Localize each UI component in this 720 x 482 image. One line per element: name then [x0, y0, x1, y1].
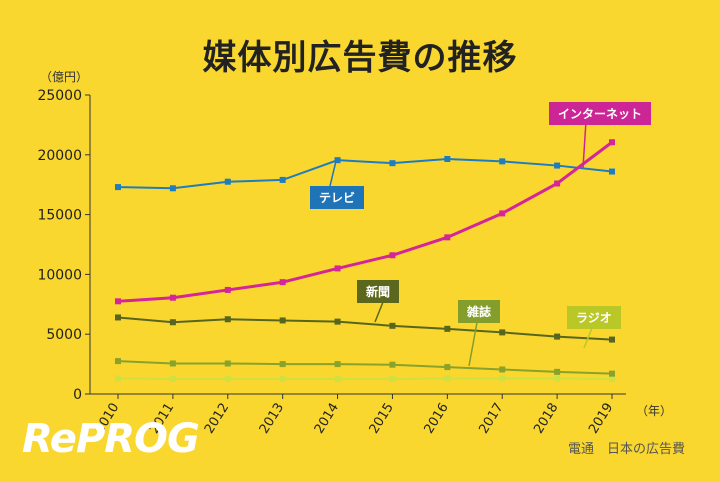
data-point: [609, 168, 615, 175]
data-point: [609, 336, 615, 343]
data-point: [554, 368, 561, 375]
data-point: [554, 180, 561, 187]
data-point: [444, 364, 451, 371]
x-tick-label: 2013: [257, 400, 287, 436]
data-point: [444, 375, 451, 382]
series-label-magazine: 雑誌: [458, 300, 501, 323]
data-point: [609, 370, 615, 377]
y-tick-label: 15000: [37, 208, 82, 224]
series-label-tv: テレビ: [310, 186, 365, 209]
x-axis-unit-label: （年）: [636, 404, 673, 418]
data-point: [224, 376, 231, 383]
series-label-pointer: [582, 120, 587, 169]
x-tick-label: 2012: [202, 400, 232, 436]
data-point: [609, 139, 615, 146]
data-point: [279, 176, 286, 183]
data-point: [169, 360, 176, 367]
data-point: [444, 155, 451, 162]
series-label-radio: ラジオ: [567, 306, 621, 329]
data-point: [224, 178, 231, 185]
data-point: [499, 375, 506, 382]
data-point: [334, 318, 341, 325]
data-point: [499, 158, 506, 165]
data-point: [334, 376, 341, 383]
data-point: [444, 325, 451, 332]
data-point: [499, 210, 506, 217]
data-point: [389, 361, 396, 368]
series-label-internet: インターネット: [549, 102, 652, 125]
data-point: [444, 234, 451, 241]
data-point: [554, 375, 561, 382]
data-point: [115, 375, 121, 382]
data-point: [115, 298, 121, 305]
x-tick-label: 2014: [312, 400, 342, 436]
x-tick-label: 2015: [367, 400, 397, 436]
series-line: [117, 316, 613, 341]
data-point: [279, 361, 286, 368]
data-point: [169, 185, 176, 192]
data-point: [389, 322, 396, 329]
series-line: [117, 360, 613, 375]
series-label-pointer: [329, 160, 337, 187]
data-point: [224, 360, 231, 367]
chart-title: 媒体別広告費の推移: [202, 38, 518, 78]
y-tick-label: 5000: [46, 327, 82, 343]
series-line: [117, 141, 613, 303]
data-point: [115, 358, 121, 365]
x-tick-label: 2018: [531, 400, 561, 436]
y-tick-label: 10000: [37, 267, 82, 283]
y-tick-label: 25000: [37, 88, 82, 104]
data-point: [279, 317, 286, 324]
data-point: [334, 265, 341, 272]
data-point: [334, 361, 341, 368]
data-point: [279, 376, 286, 383]
data-point: [115, 184, 121, 191]
y-axis-unit-label: （億円）: [40, 70, 89, 84]
series-label-newspaper: 新聞: [357, 280, 400, 303]
series-label-pointer: [468, 316, 479, 367]
reprog-logo: RePROG: [22, 416, 200, 462]
data-point: [609, 376, 615, 383]
series-line: [117, 157, 613, 190]
data-point: [115, 314, 121, 321]
data-point: [169, 376, 176, 383]
data-point: [499, 329, 506, 336]
data-point: [499, 366, 506, 373]
data-point: [554, 162, 561, 169]
x-tick-label: 2016: [422, 400, 452, 436]
data-point: [554, 333, 561, 340]
data-point: [169, 294, 176, 301]
source-note: 電通 日本の広告費: [568, 442, 686, 457]
data-point: [389, 160, 396, 167]
y-tick-label: 0: [73, 387, 82, 403]
data-point: [389, 252, 396, 259]
series-line: [117, 377, 613, 381]
data-point: [224, 286, 231, 293]
data-point: [389, 376, 396, 383]
data-point: [169, 319, 176, 326]
data-point: [224, 316, 231, 323]
y-tick-label: 20000: [37, 148, 82, 164]
data-point: [279, 279, 286, 286]
data-point: [334, 157, 341, 164]
x-tick-label: 2017: [476, 400, 506, 436]
x-tick-label: 2019: [586, 400, 616, 436]
